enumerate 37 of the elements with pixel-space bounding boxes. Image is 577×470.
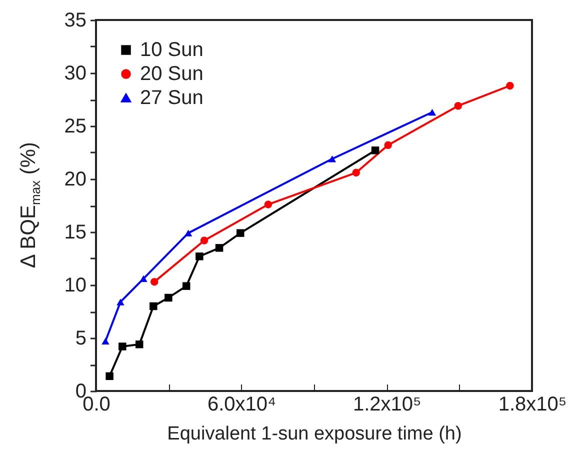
point [196,252,204,260]
point [371,146,380,154]
point [264,200,272,208]
point [200,236,208,244]
point [384,141,392,149]
point [184,230,192,236]
point [454,102,462,110]
point [164,294,172,302]
x-axis-title: Equivalent 1-sun exposure time (h) [167,424,462,444]
point [118,342,126,350]
legend-label: 10 Sun [140,39,204,61]
legend-label: 27 Sun [140,87,204,109]
point [236,229,244,237]
point [428,108,436,116]
point [182,282,190,290]
point [328,156,336,162]
point [150,278,158,286]
point [102,338,110,345]
y-tick-label: 15 [64,222,86,244]
point [116,298,124,306]
y-tick-label: 30 [64,62,86,84]
y-tick-label: 25 [64,116,86,138]
y-tick-label: 5 [75,328,86,350]
point [352,168,360,177]
point [135,340,144,348]
y-tick-label: 35 [64,10,86,32]
legend-label: 20 Sun [140,63,204,85]
y-tick-label: 10 [64,274,86,296]
point [106,372,114,380]
y-tick-label: 20 [64,168,86,190]
point [506,82,514,90]
x-tick-label: 1.8x10⁵ [498,394,567,416]
point [215,244,224,252]
x-tick-label: 6.0x10⁴ [208,394,276,416]
point [150,302,158,310]
point [140,275,148,282]
x-tick-label: 1.2x10⁵ [352,394,422,416]
